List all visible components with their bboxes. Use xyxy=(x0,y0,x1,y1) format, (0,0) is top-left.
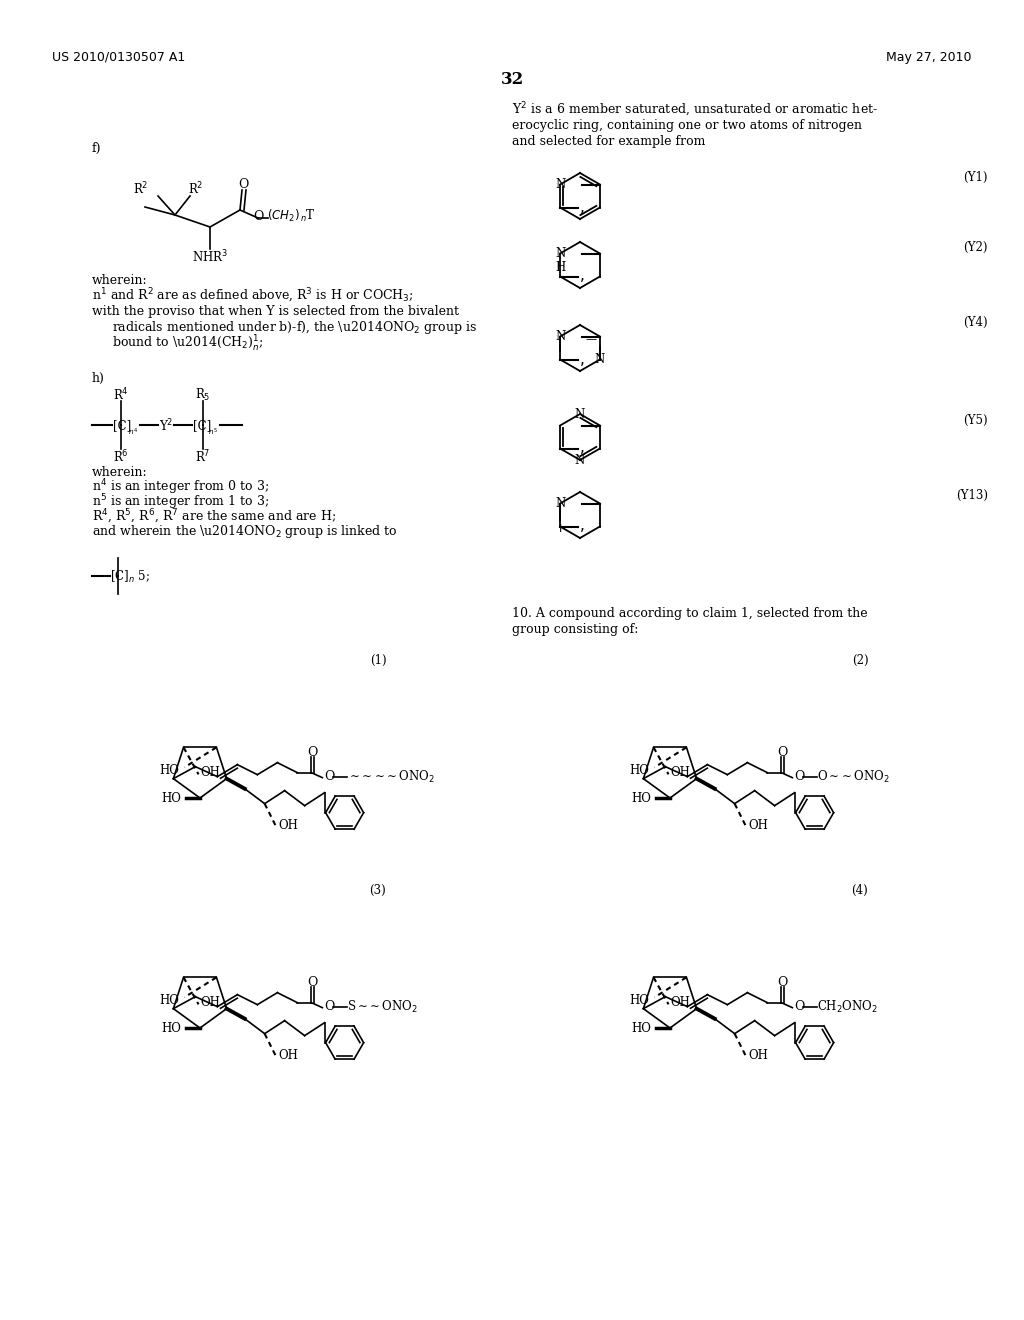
Text: and selected for example from: and selected for example from xyxy=(512,136,706,149)
Text: (1): (1) xyxy=(370,653,386,667)
Text: OH: OH xyxy=(279,1049,299,1063)
Text: R$_5$: R$_5$ xyxy=(196,387,211,403)
Text: n$^1$ and R$^2$ are as defined above, R$^3$ is H or COCH$_3$;: n$^1$ and R$^2$ are as defined above, R$… xyxy=(92,286,414,305)
Text: N: N xyxy=(574,408,585,421)
Text: O: O xyxy=(238,178,248,191)
Text: O: O xyxy=(307,977,317,989)
Text: N: N xyxy=(555,330,565,343)
Text: N: N xyxy=(595,352,605,366)
Text: H: H xyxy=(555,261,565,275)
Text: 10. A compound according to claim 1, selected from the: 10. A compound according to claim 1, sel… xyxy=(512,607,867,620)
Text: O: O xyxy=(325,1001,335,1014)
Text: OH: OH xyxy=(201,995,220,1008)
Text: and wherein the \u2014ONO$_2$ group is linked to: and wherein the \u2014ONO$_2$ group is l… xyxy=(92,524,397,540)
Text: (Y13): (Y13) xyxy=(956,488,988,502)
Text: R$^4$: R$^4$ xyxy=(113,387,129,404)
Text: I: I xyxy=(558,524,562,533)
Text: OH: OH xyxy=(671,995,690,1008)
Text: (Y2): (Y2) xyxy=(964,240,988,253)
Text: OH: OH xyxy=(749,1049,768,1063)
Text: HO: HO xyxy=(630,994,649,1007)
Text: CH$_2$ONO$_2$: CH$_2$ONO$_2$ xyxy=(817,999,879,1015)
Text: N: N xyxy=(555,178,565,191)
Text: ,: , xyxy=(580,519,585,533)
Text: (Y1): (Y1) xyxy=(964,170,988,183)
Text: O: O xyxy=(777,977,787,989)
Text: group consisting of:: group consisting of: xyxy=(512,623,638,635)
Text: ,: , xyxy=(580,351,585,367)
Text: ,: , xyxy=(580,199,585,214)
Text: R$^7$: R$^7$ xyxy=(196,449,211,465)
Text: (Y4): (Y4) xyxy=(964,315,988,329)
Text: (4): (4) xyxy=(852,883,868,896)
Text: 32: 32 xyxy=(501,71,523,88)
Text: erocyclic ring, containing one or two atoms of nitrogen: erocyclic ring, containing one or two at… xyxy=(512,120,862,132)
Text: f): f) xyxy=(92,141,101,154)
Text: wherein:: wherein: xyxy=(92,466,147,479)
Text: US 2010/0130507 A1: US 2010/0130507 A1 xyxy=(52,50,185,63)
Text: radicals mentioned under b)-f), the \u2014ONO$_2$ group is: radicals mentioned under b)-f), the \u20… xyxy=(112,319,477,337)
Text: OH: OH xyxy=(201,766,220,779)
Text: OH: OH xyxy=(279,820,299,832)
Text: OH: OH xyxy=(671,766,690,779)
Text: O: O xyxy=(777,746,787,759)
Text: OH: OH xyxy=(749,820,768,832)
Text: h): h) xyxy=(92,371,104,384)
Text: N: N xyxy=(574,454,585,466)
Text: $(CH_2)_{\,n}$T: $(CH_2)_{\,n}$T xyxy=(267,209,315,224)
Text: $_{n^5}$: $_{n^5}$ xyxy=(208,426,218,437)
Text: $_{n^4}$: $_{n^4}$ xyxy=(128,426,138,437)
Text: $\mathdefault{\sim\!\sim\!\sim\!\sim}$ONO$_2$: $\mathdefault{\sim\!\sim\!\sim\!\sim}$ON… xyxy=(347,768,435,784)
Text: HO: HO xyxy=(161,792,181,804)
Text: O: O xyxy=(253,210,263,223)
Text: n$^5$ is an integer from 1 to 3;: n$^5$ is an integer from 1 to 3; xyxy=(92,492,269,512)
Text: R$^4$, R$^5$, R$^6$, R$^7$ are the same and are H;: R$^4$, R$^5$, R$^6$, R$^7$ are the same … xyxy=(92,508,336,527)
Text: —: — xyxy=(586,334,597,345)
Text: with the proviso that when Y is selected from the bivalent: with the proviso that when Y is selected… xyxy=(92,305,459,318)
Text: HO: HO xyxy=(161,1022,181,1035)
Text: n$^4$ is an integer from 0 to 3;: n$^4$ is an integer from 0 to 3; xyxy=(92,478,269,496)
Text: [C]: [C] xyxy=(113,420,131,433)
Text: HO: HO xyxy=(160,764,179,777)
Text: N: N xyxy=(555,247,565,260)
Text: O: O xyxy=(307,746,317,759)
Text: Y$^2$ is a 6 member saturated, unsaturated or aromatic het-: Y$^2$ is a 6 member saturated, unsaturat… xyxy=(512,100,878,119)
Text: bound to \u2014(CH$_2$)$_{n}^{1}$;: bound to \u2014(CH$_2$)$_{n}^{1}$; xyxy=(112,334,263,354)
Text: R$^6$: R$^6$ xyxy=(113,449,129,465)
Text: O$\mathdefault{\sim\!\sim}$ONO$_2$: O$\mathdefault{\sim\!\sim}$ONO$_2$ xyxy=(817,768,890,784)
Text: (Y5): (Y5) xyxy=(964,413,988,426)
Text: N: N xyxy=(555,498,565,510)
Text: R$^2$: R$^2$ xyxy=(132,181,148,197)
Text: O: O xyxy=(795,1001,805,1014)
Text: Y$^2$: Y$^2$ xyxy=(159,417,173,434)
Text: ,: , xyxy=(580,268,585,284)
Text: May 27, 2010: May 27, 2010 xyxy=(887,50,972,63)
Text: R$^2$: R$^2$ xyxy=(188,181,204,197)
Text: ,: , xyxy=(580,441,585,455)
Text: wherein:: wherein: xyxy=(92,273,147,286)
Text: [C]: [C] xyxy=(193,420,211,433)
Text: [C]$_{n}$ 5;: [C]$_{n}$ 5; xyxy=(110,569,150,585)
Text: NHR$^3$: NHR$^3$ xyxy=(191,248,228,265)
Text: O: O xyxy=(325,770,335,783)
Text: S$\mathdefault{\sim\!\sim}$ONO$_2$: S$\mathdefault{\sim\!\sim}$ONO$_2$ xyxy=(347,999,419,1015)
Text: (2): (2) xyxy=(852,653,868,667)
Text: (3): (3) xyxy=(370,883,386,896)
Text: HO: HO xyxy=(630,764,649,777)
Text: HO: HO xyxy=(631,1022,651,1035)
Text: HO: HO xyxy=(631,792,651,804)
Text: HO: HO xyxy=(160,994,179,1007)
Text: O: O xyxy=(795,770,805,783)
